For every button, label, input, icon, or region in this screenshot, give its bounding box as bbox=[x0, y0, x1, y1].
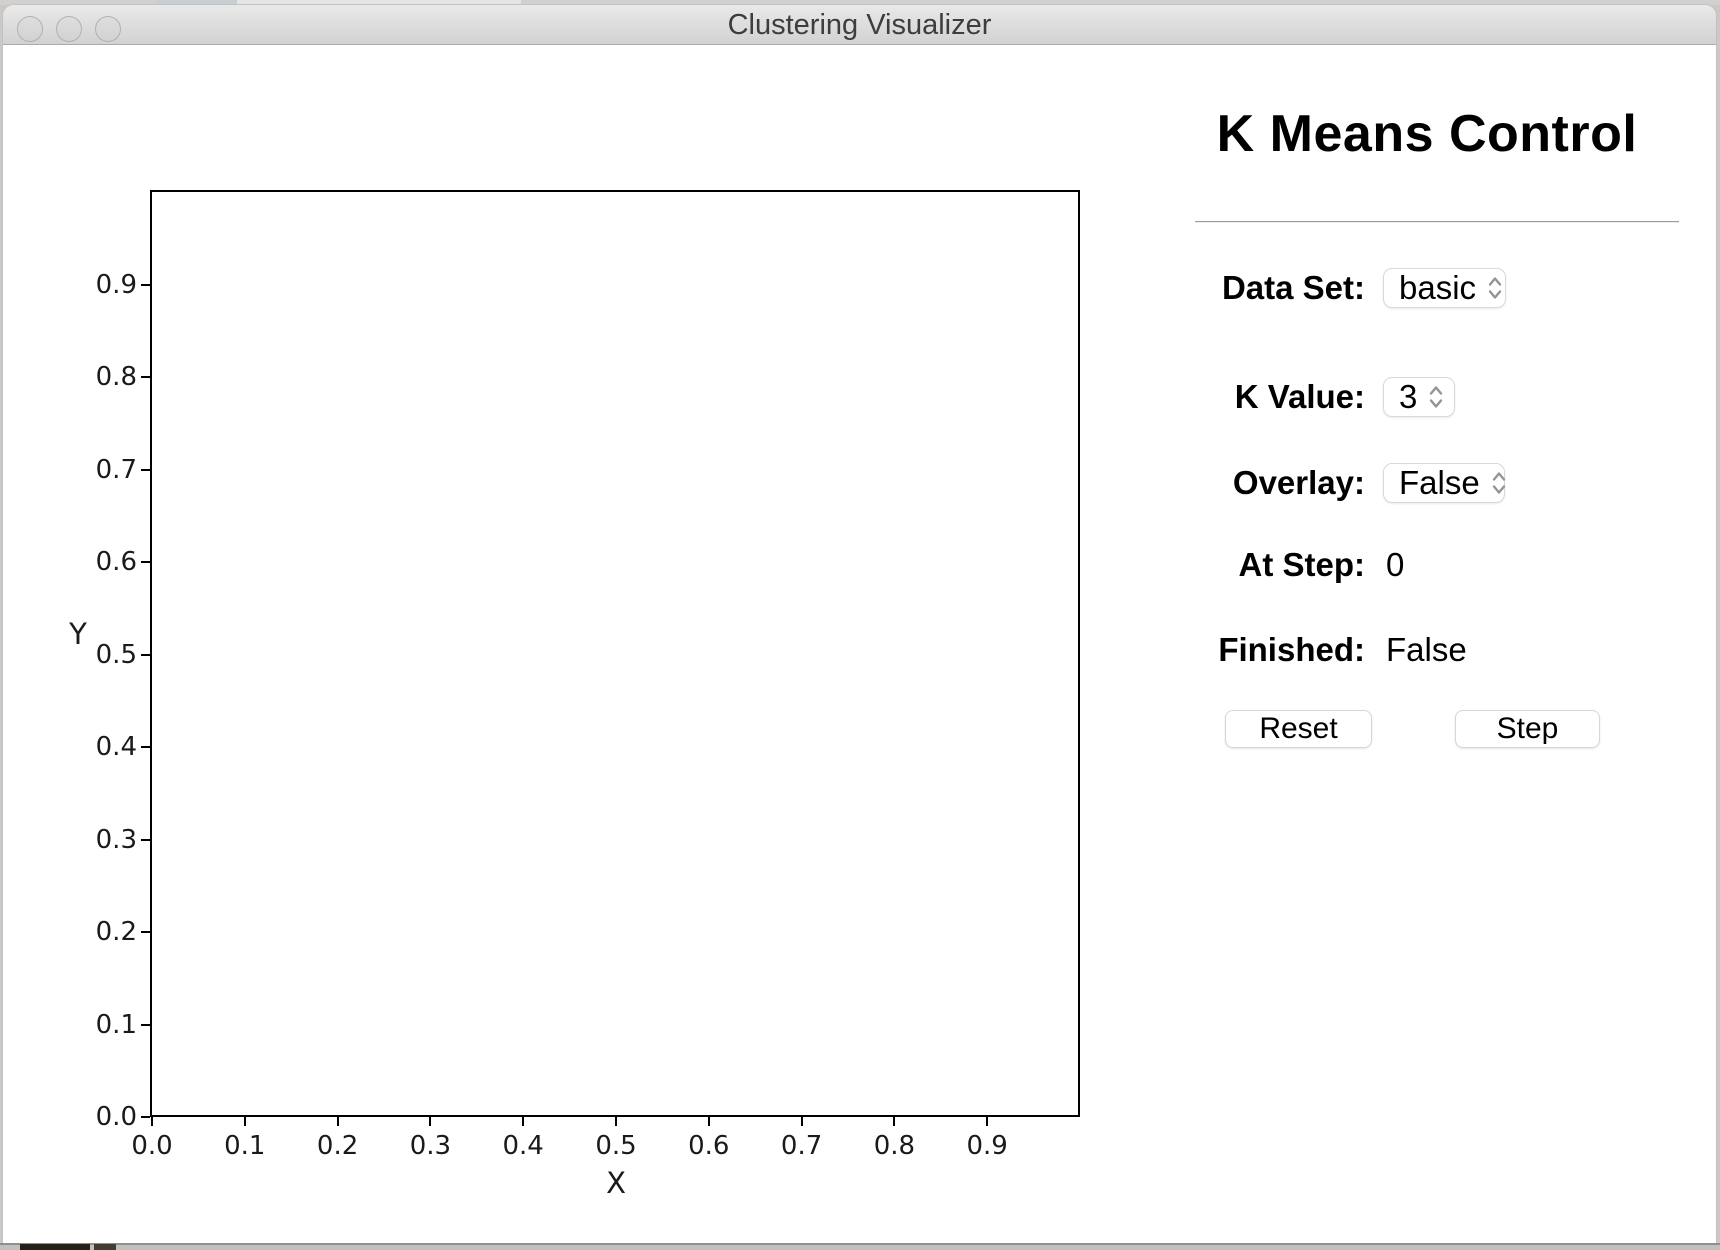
x-tick-label: 0.9 bbox=[966, 1131, 1008, 1161]
x-tick-mark bbox=[522, 1117, 525, 1126]
zoom-button[interactable] bbox=[95, 16, 121, 42]
y-tick-label: 0.9 bbox=[95, 269, 137, 300]
x-tick-mark bbox=[893, 1117, 896, 1126]
x-tick-mark bbox=[615, 1117, 617, 1126]
title-bar[interactable]: Clustering Visualizer bbox=[3, 5, 1716, 45]
y-tick-mark bbox=[141, 283, 150, 286]
y-tick-label: 0.8 bbox=[95, 362, 137, 392]
k-value-value: 3 bbox=[1399, 378, 1418, 415]
y-tick-label: 0.2 bbox=[95, 917, 137, 947]
k-value-spinner[interactable]: 3 bbox=[1383, 377, 1455, 417]
x-tick-label: 0.0 bbox=[131, 1131, 173, 1161]
y-tick-label: 0.1 bbox=[95, 1009, 137, 1040]
x-tick-mark bbox=[707, 1117, 710, 1126]
background-window-fragment bbox=[20, 1244, 90, 1250]
desktop-bottom-strip bbox=[0, 1243, 1720, 1250]
stepper-chevrons-icon[interactable] bbox=[1427, 382, 1445, 412]
at-step-value: 0 bbox=[1386, 546, 1405, 583]
reset-button[interactable]: Reset bbox=[1225, 710, 1372, 748]
finished-label: Finished: bbox=[1218, 631, 1365, 668]
y-tick-mark bbox=[141, 376, 150, 378]
x-tick-mark bbox=[151, 1117, 153, 1126]
x-tick-label: 0.8 bbox=[873, 1131, 916, 1161]
x-axis-label: X bbox=[606, 1166, 626, 1200]
data-set-value: basic bbox=[1399, 269, 1477, 306]
minimize-button[interactable] bbox=[56, 16, 82, 42]
x-tick-label: 0.3 bbox=[409, 1131, 452, 1161]
data-set-select[interactable]: basic bbox=[1383, 268, 1506, 308]
y-tick-label: 0.5 bbox=[95, 639, 137, 670]
y-tick-mark bbox=[141, 1023, 150, 1026]
window-title: Clustering Visualizer bbox=[727, 9, 992, 41]
panel-title: K Means Control bbox=[1216, 105, 1638, 163]
x-tick-label: 0.5 bbox=[595, 1131, 637, 1161]
close-button[interactable] bbox=[17, 16, 43, 42]
y-tick-label: 0.6 bbox=[95, 547, 137, 577]
y-tick-label: 0.0 bbox=[95, 1102, 137, 1132]
at-step-label: At Step: bbox=[1238, 546, 1366, 583]
y-tick-label: 0.4 bbox=[95, 732, 137, 762]
x-tick-label: 0.6 bbox=[688, 1131, 730, 1161]
y-tick-mark bbox=[141, 838, 150, 841]
y-tick-mark bbox=[141, 561, 150, 563]
background-window-edge bbox=[237, 0, 521, 5]
step-button[interactable]: Step bbox=[1455, 710, 1600, 748]
overlay-label: Overlay: bbox=[1232, 464, 1365, 501]
y-tick-label: 0.7 bbox=[95, 454, 137, 485]
y-tick-label: 0.3 bbox=[95, 824, 137, 855]
x-tick-label: 0.7 bbox=[780, 1131, 823, 1161]
panel-separator bbox=[1195, 221, 1679, 223]
plot-canvas bbox=[150, 190, 1080, 1117]
x-tick-mark bbox=[336, 1117, 339, 1126]
background-window-fragment bbox=[94, 1244, 116, 1250]
background-window-tab bbox=[155, 0, 237, 5]
x-tick-label: 0.1 bbox=[224, 1131, 266, 1161]
y-tick-mark bbox=[141, 468, 150, 471]
x-tick-label: 0.4 bbox=[502, 1131, 544, 1161]
x-tick-mark bbox=[429, 1117, 432, 1126]
y-tick-mark bbox=[141, 931, 150, 933]
y-tick-mark bbox=[141, 746, 150, 748]
x-tick-mark bbox=[800, 1117, 803, 1126]
x-tick-label: 0.2 bbox=[316, 1131, 359, 1161]
data-set-label: Data Set: bbox=[1221, 269, 1365, 306]
desktop-top-strip bbox=[0, 0, 1720, 5]
k-value-label: K Value: bbox=[1234, 378, 1365, 415]
x-tick-mark bbox=[986, 1117, 989, 1126]
stepper-chevrons-icon[interactable] bbox=[1490, 468, 1508, 498]
y-axis-label: Y bbox=[69, 617, 87, 651]
y-tick-mark bbox=[141, 1116, 150, 1118]
overlay-value: False bbox=[1399, 464, 1480, 501]
x-tick-mark bbox=[243, 1117, 246, 1126]
y-tick-mark bbox=[141, 653, 150, 656]
traffic-lights bbox=[17, 16, 121, 42]
overlay-select[interactable]: False bbox=[1383, 463, 1505, 503]
stepper-chevrons-icon[interactable] bbox=[1486, 273, 1504, 303]
finished-value: False bbox=[1386, 631, 1467, 668]
